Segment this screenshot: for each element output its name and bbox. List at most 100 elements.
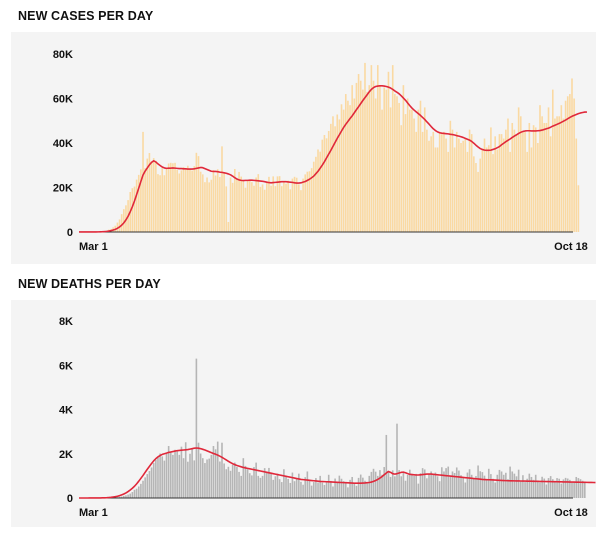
daily-bar: [274, 186, 277, 232]
daily-bar: [524, 482, 526, 498]
daily-bar: [334, 478, 336, 498]
daily-bar: [438, 131, 441, 233]
daily-bar: [208, 182, 210, 232]
daily-bar: [321, 482, 324, 498]
deaths-chart-title: NEW DEATHS PER DAY: [18, 277, 161, 291]
daily-bar: [278, 176, 281, 232]
daily-bar: [231, 182, 234, 232]
daily-bar: [556, 478, 558, 498]
y-tick-label: 0: [67, 493, 73, 505]
daily-bar: [379, 85, 381, 233]
daily-bar: [368, 85, 371, 233]
daily-bar: [364, 62, 366, 233]
daily-bar: [443, 471, 445, 498]
daily-bar: [464, 138, 467, 232]
daily-bar: [127, 494, 129, 498]
daily-bar: [244, 187, 247, 232]
daily-bar: [545, 484, 548, 498]
daily-bar: [447, 466, 450, 498]
daily-bar: [539, 105, 541, 232]
daily-bar: [579, 479, 582, 498]
daily-bar: [443, 131, 445, 233]
daily-bar: [549, 476, 552, 498]
daily-bar: [513, 473, 516, 498]
daily-bar: [327, 130, 330, 232]
daily-bar: [423, 107, 426, 232]
daily-bar: [189, 169, 191, 232]
daily-bar: [338, 475, 341, 498]
daily-bar: [406, 98, 409, 232]
daily-bar: [120, 496, 123, 498]
daily-bar: [451, 129, 454, 232]
daily-bar: [353, 482, 356, 498]
daily-bar: [419, 100, 422, 232]
daily-bar: [263, 189, 266, 232]
daily-bar: [330, 123, 332, 232]
daily-bar: [276, 473, 279, 498]
daily-bar: [543, 122, 546, 232]
daily-bar: [505, 129, 507, 232]
daily-bar: [176, 451, 178, 498]
daily-bar: [515, 134, 518, 232]
daily-bar: [131, 188, 134, 232]
daily-bar: [163, 175, 166, 232]
daily-bar: [315, 478, 317, 498]
daily-bar: [477, 465, 479, 498]
daily-bar: [417, 483, 420, 498]
daily-bar: [498, 469, 501, 498]
daily-bar: [539, 482, 541, 498]
daily-bar: [355, 485, 358, 498]
daily-bar: [246, 180, 249, 232]
daily-bar: [400, 476, 403, 498]
daily-bar: [201, 174, 204, 232]
daily-bar: [447, 151, 450, 232]
daily-bar: [242, 458, 245, 498]
daily-bar: [302, 484, 304, 498]
daily-bar: [374, 471, 377, 498]
daily-bar: [577, 185, 580, 232]
daily-bar: [272, 479, 275, 498]
daily-bar: [291, 472, 294, 498]
x-start-label: Mar 1: [79, 241, 108, 253]
daily-bar: [312, 482, 315, 498]
daily-bar: [396, 423, 398, 498]
daily-bar: [351, 476, 353, 498]
daily-bar: [372, 80, 375, 232]
daily-bar: [513, 129, 516, 232]
daily-bar: [362, 89, 364, 232]
daily-bar: [507, 479, 509, 498]
daily-bar: [172, 163, 174, 232]
daily-bar: [468, 129, 471, 232]
daily-bar: [517, 107, 520, 232]
daily-bar: [404, 480, 407, 498]
daily-bar: [342, 109, 345, 233]
daily-bar: [468, 469, 471, 498]
daily-bar: [573, 482, 575, 498]
daily-bar: [562, 118, 565, 232]
daily-bar: [466, 151, 469, 232]
daily-bar: [479, 471, 482, 498]
y-tick-label: 2K: [59, 449, 73, 461]
daily-bar: [487, 145, 490, 232]
daily-bar: [189, 453, 191, 498]
cases-chart: 0 20K 40K 60K 80K Mar 1 Oct 18: [53, 49, 588, 253]
daily-bar: [385, 89, 388, 232]
daily-bar: [573, 98, 575, 232]
daily-bar: [530, 476, 533, 498]
daily-bar: [216, 169, 219, 232]
daily-bar: [524, 131, 526, 233]
daily-bar: [438, 481, 441, 498]
daily-bar: [285, 476, 287, 498]
daily-bar: [212, 446, 215, 498]
daily-bar: [581, 480, 584, 498]
daily-bar: [551, 479, 554, 498]
daily-bar: [148, 471, 151, 498]
daily-bar: [436, 476, 439, 498]
daily-bar: [426, 478, 428, 498]
daily-bar: [577, 478, 580, 498]
daily-bar: [379, 470, 381, 498]
daily-bar: [413, 118, 415, 232]
daily-bar: [394, 476, 396, 498]
daily-bar: [340, 104, 343, 232]
x-end-label: Oct 18: [554, 241, 588, 253]
